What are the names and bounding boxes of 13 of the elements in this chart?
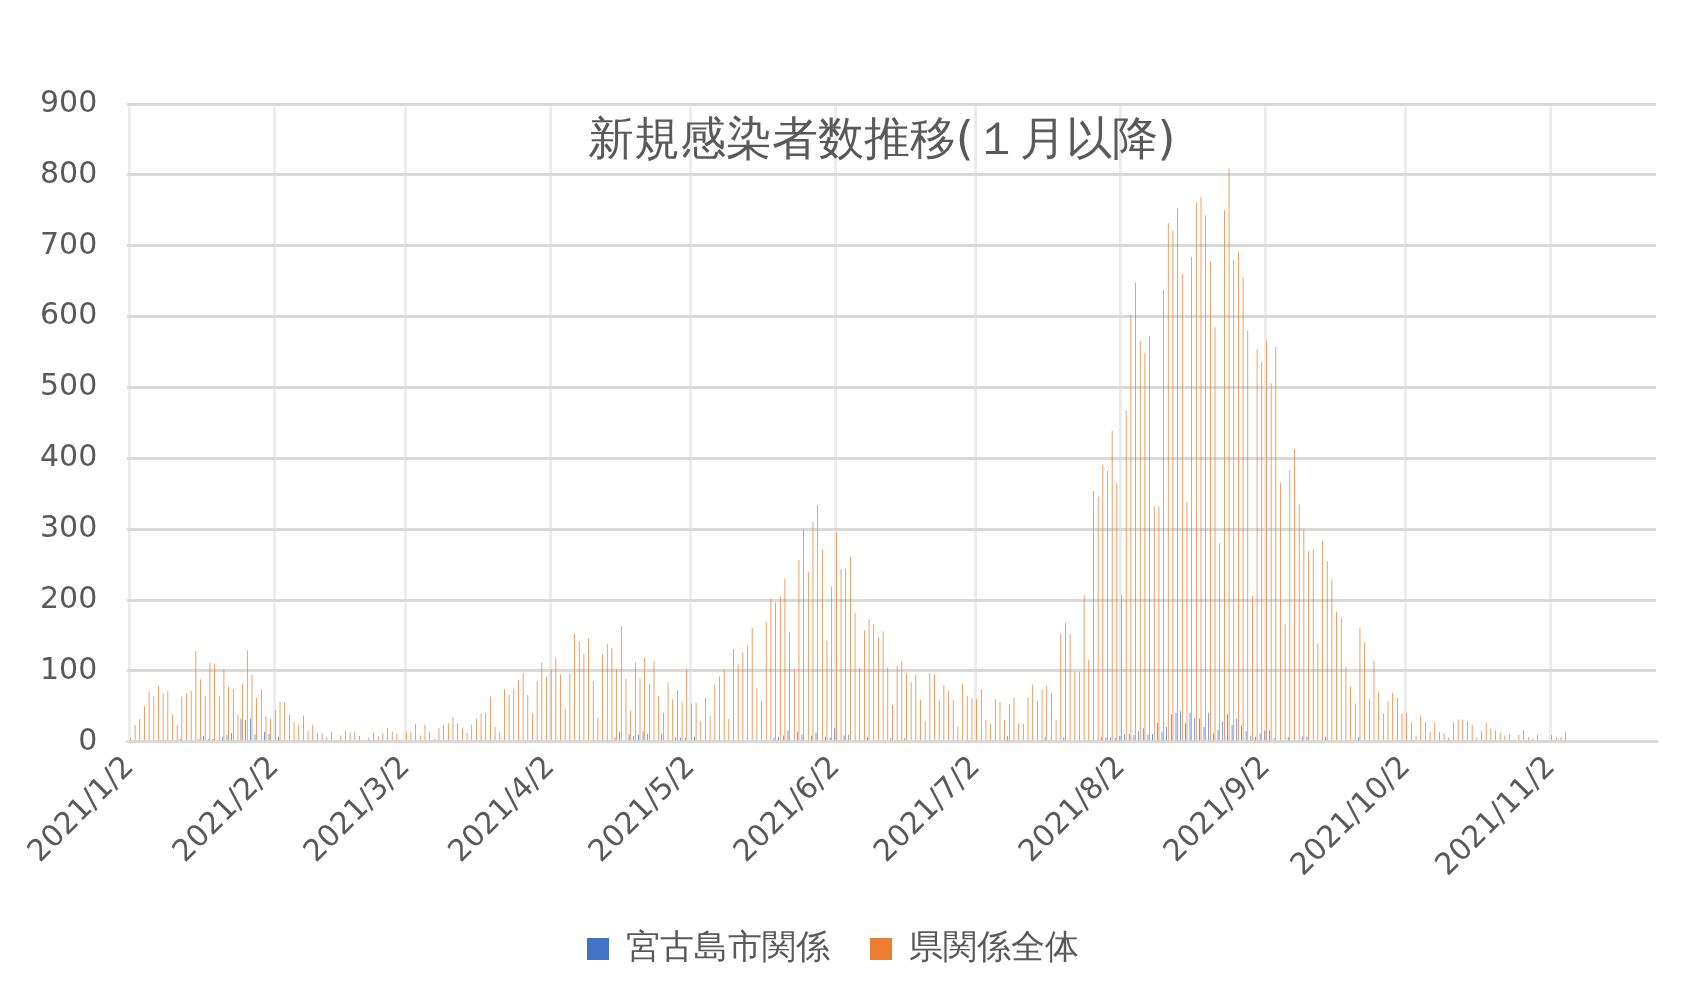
y-tick-label: 200 xyxy=(40,579,98,615)
y-tick-label: 0 xyxy=(78,721,98,757)
legend-label: 県関係全体 xyxy=(909,925,1079,966)
y-tick-label: 700 xyxy=(40,225,98,261)
y-tick-label: 100 xyxy=(40,650,98,686)
chart-title: 新規感染者数推移(１月以降) xyxy=(587,110,1176,165)
y-tick-label: 400 xyxy=(40,438,98,474)
y-tick-label: 500 xyxy=(40,367,98,403)
y-tick-label: 300 xyxy=(40,508,98,544)
y-tick-label: 600 xyxy=(40,296,98,332)
y-tick-label: 900 xyxy=(40,83,98,119)
legend-label: 宮古島市関係 xyxy=(626,925,830,966)
y-tick-label: 800 xyxy=(40,154,98,190)
